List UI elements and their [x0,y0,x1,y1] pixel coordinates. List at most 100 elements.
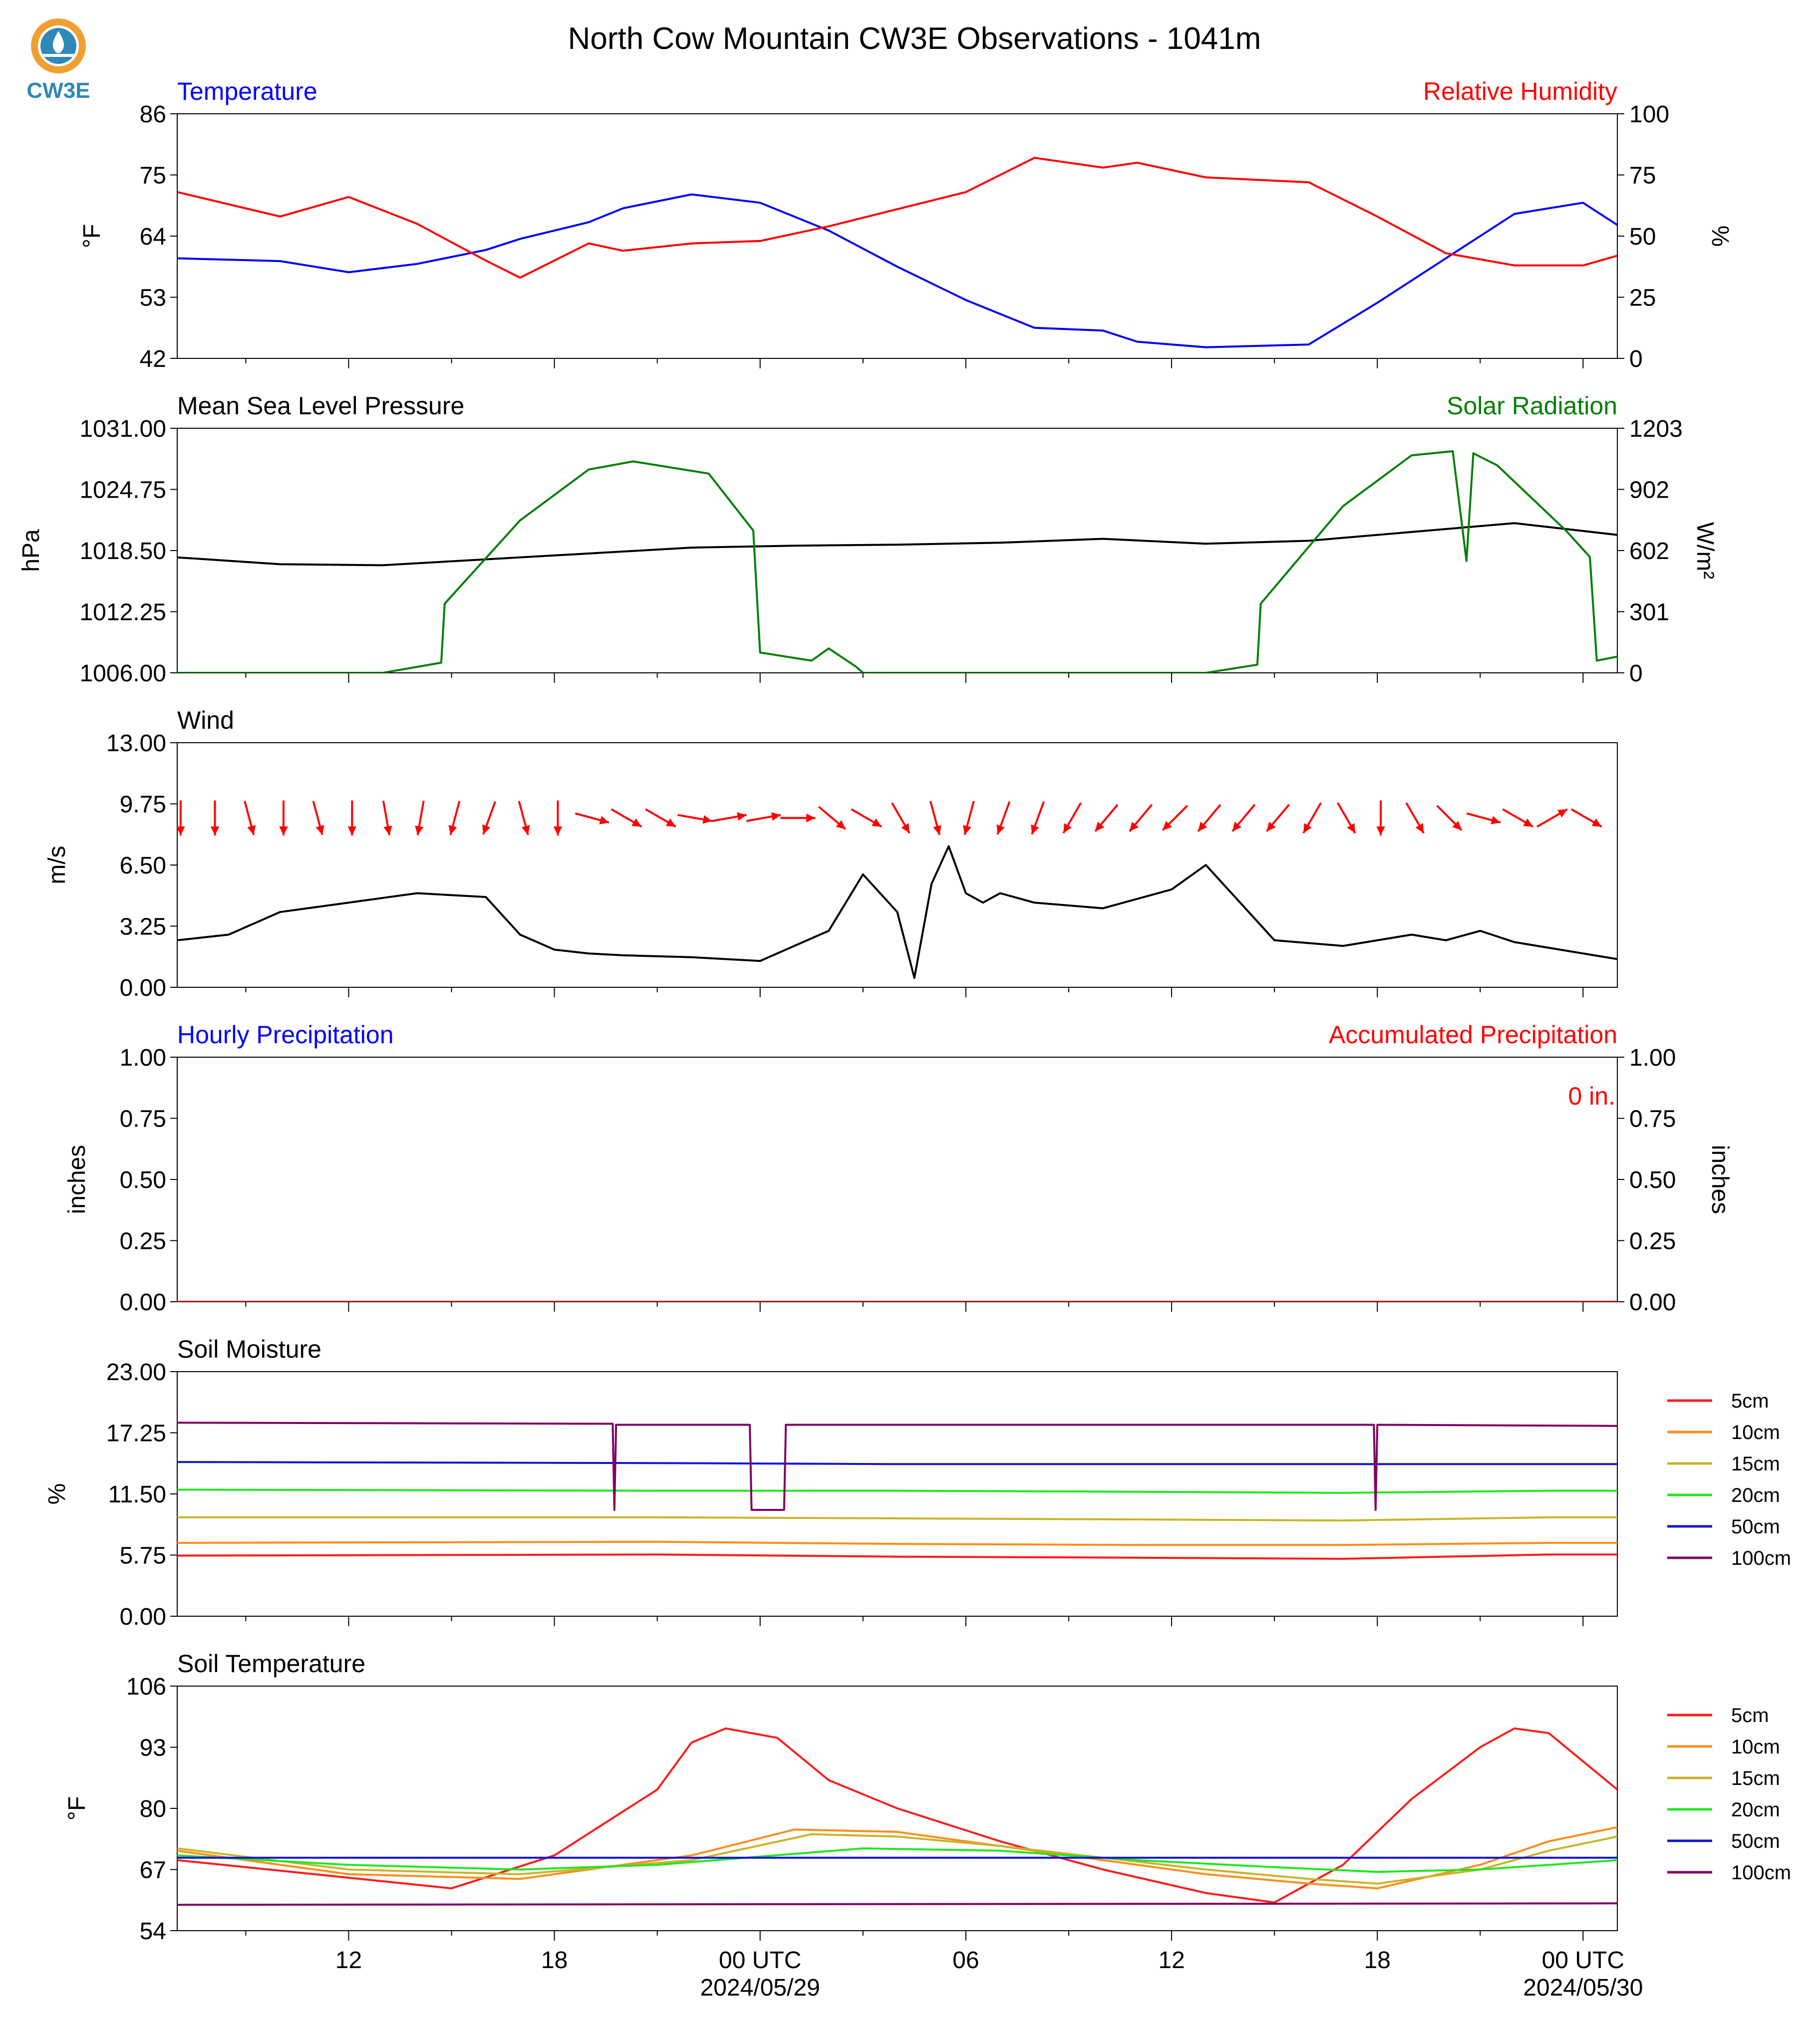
plot-frame [177,1371,1618,1617]
legend-label: 50cm [1731,1516,1780,1538]
wind-arrow-head-icon [279,826,288,836]
legend-label: 5cm [1731,1390,1769,1412]
y-tick-label: 0.75 [120,1106,166,1133]
time-tick-label: 00 UTC [1542,1947,1624,1974]
series-line-relative-humidity [177,157,1617,279]
wind-arrow-head-icon [1523,818,1533,827]
series-line-20cm [177,1488,1617,1494]
y-axis-label: % [44,1483,70,1505]
depth-legend: 5cm 10cm 15cm 20cm 50cm 100cm [1667,1705,1791,1884]
panel-3: Hourly Precipitation Accumulated Precipit… [64,1021,1733,1316]
y-tick-label: 0.25 [120,1228,166,1255]
y2-tick-label: 0 [1629,346,1643,372]
y-tick-label: 0.00 [120,1289,166,1316]
wind-arrow-head-icon [702,815,712,824]
date-label: 2024/05/30 [1523,1975,1643,2001]
y2-tick-label: 0.25 [1629,1228,1676,1255]
date-label: 2024/05/29 [700,1975,820,2001]
wind-arrow-head-icon [521,825,530,835]
time-tick-label: 12 [335,1947,362,1974]
panel-4: Soil Moisture 0.00 5.75 11.50 17.25 23.00% [44,1335,1618,1630]
wind-arrow-head-icon [1198,822,1208,832]
wind-arrow-head-icon [1591,818,1602,827]
legend-label: 5cm [1731,1705,1769,1727]
y2-tick-label: 75 [1629,163,1656,189]
y2-axis-label: inches [1707,1145,1733,1214]
wind-arrow-head-icon [631,818,642,827]
wind-arrow-head-icon [210,826,220,836]
wind-arrow-head-icon [553,826,563,836]
y-tick-label: 17.25 [106,1421,166,1447]
plot-frame [177,428,1618,673]
logo-wave-icon [43,54,74,57]
logo-drop-icon [52,31,64,53]
wind-arrow-head-icon [901,823,910,834]
wind-arrow-head-icon [383,825,392,836]
series-line-temperature [177,193,1617,348]
legends: 5cm10cm15cm20cm50cm100cm5cm10cm15cm20cm5… [1667,1390,1791,1884]
series-line-15cm [177,1516,1617,1522]
time-tick-label: 06 [952,1947,979,1974]
legend-label: 10cm [1731,1736,1780,1758]
wind-arrows [176,800,1602,836]
y-tick-label: 0.00 [120,1604,166,1630]
logo-ring-icon [31,18,86,73]
legend-label: 100cm [1731,1547,1791,1569]
wind-arrow-head-icon [962,825,971,835]
series-line-15cm [177,1833,1617,1885]
legend-label: 100cm [1731,1862,1791,1884]
wind-arrow-head-icon [1376,826,1385,836]
wind-arrow-head-icon [315,825,324,835]
panel-left-title: Soil Temperature [177,1650,365,1678]
y2-tick-label: 100 [1629,101,1669,128]
legend-label: 20cm [1731,1799,1780,1821]
y-axis-label: m/s [44,846,70,884]
y-tick-label: 86 [140,101,166,128]
depth-legend: 5cm 10cm 15cm 20cm 50cm 100cm [1667,1390,1791,1569]
logo-text: CW3E [26,78,90,103]
y-tick-label: 23.00 [106,1359,166,1386]
wind-arrow-head-icon [176,826,185,836]
y2-tick-label: 902 [1629,477,1669,504]
y-tick-label: 67 [140,1857,166,1884]
y-tick-label: 1012.25 [79,599,166,626]
y2-tick-label: 0 [1629,660,1643,687]
y-tick-label: 64 [140,224,166,250]
panel-left-title: Wind [177,706,234,734]
y-tick-label: 1.00 [120,1045,166,1071]
wind-arrow-head-icon [806,814,816,823]
series-line-50cm [177,1461,1617,1465]
y-tick-label: 11.50 [108,1481,166,1508]
y-tick-label: 54 [140,1918,166,1945]
series-line-100cm [177,1422,1617,1511]
panel-1: Mean Sea Level Pressure Solar Radiation 10… [18,392,1718,687]
y-tick-label: 1024.75 [79,477,166,504]
y2-tick-label: 1203 [1629,416,1683,442]
panel-right-title: Relative Humidity [1423,77,1617,105]
time-tick-label: 00 UTC [719,1947,801,1974]
legend-label: 15cm [1731,1767,1780,1789]
panel-right-title: Accumulated Precipitation [1329,1021,1617,1049]
wind-arrow-head-icon [1163,821,1173,831]
y-tick-label: 13.00 [106,730,166,757]
y-tick-label: 9.75 [120,792,166,818]
panel-left-title: Mean Sea Level Pressure [177,392,464,420]
y-tick-label: 42 [140,346,166,372]
cw3e-logo: CW3E [26,18,90,103]
legend-label: 20cm [1731,1484,1780,1506]
y-tick-label: 0.50 [120,1167,166,1193]
wind-arrow-head-icon [415,825,424,836]
wind-arrow-head-icon [1415,823,1424,834]
wind-arrow-head-icon [1031,824,1039,835]
wind-arrow-head-icon [996,824,1005,835]
wind-arrow-head-icon [933,825,941,835]
y-axis-label: hPa [18,529,44,572]
y-tick-label: 0.00 [120,975,166,1001]
wind-arrow-head-icon [1095,822,1105,832]
panel-5: Soil Temperature 54 67 80 93 106 °F [64,1650,1618,1945]
y-tick-label: 80 [140,1796,166,1822]
y-tick-label: 6.50 [120,853,166,879]
y-tick-label: 5.75 [120,1543,166,1569]
